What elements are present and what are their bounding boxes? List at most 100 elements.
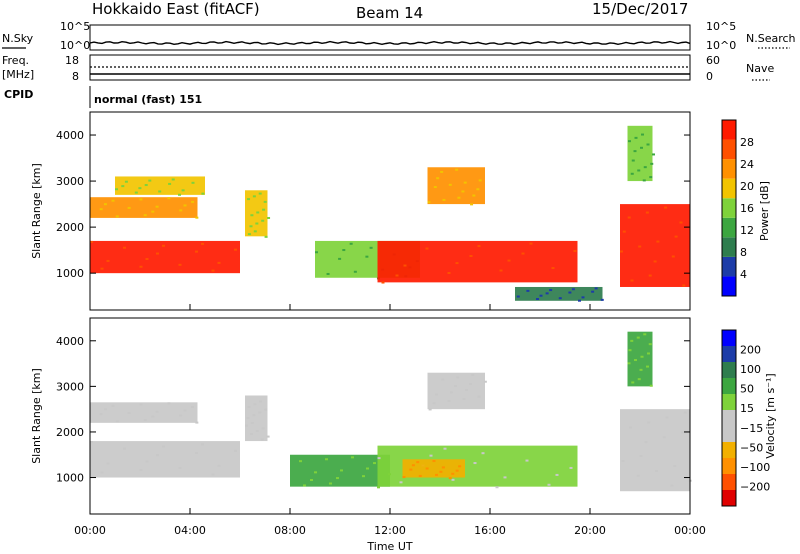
freq-tick-low: 8	[72, 70, 79, 83]
heatmap-speck	[167, 197, 171, 200]
heatmap-speck	[127, 206, 131, 209]
heatmap-speck	[646, 365, 649, 368]
colorbar-swatch	[722, 378, 736, 394]
heatmap-speck	[336, 477, 339, 480]
heatmap-speck	[649, 176, 653, 179]
heatmap-speck	[195, 421, 199, 424]
velocity-colorbar: −200 −100 −50 −15 15 50 100 200	[721, 329, 770, 507]
y-tick-label: 2000	[56, 426, 84, 439]
heatmap-speck	[249, 432, 253, 435]
heatmap-speck	[247, 198, 251, 201]
station-title: Hokkaido East (fitACF)	[92, 0, 260, 18]
heatmap-speck	[477, 395, 481, 398]
heatmap-speck	[148, 179, 152, 182]
heatmap-speck	[260, 438, 264, 441]
heatmap-speck	[326, 272, 330, 275]
nsky-tick-high: 10^5	[60, 20, 90, 33]
velocity-y-ticks: 1000 2000 3000 4000	[56, 335, 690, 485]
heatmap-speck	[529, 242, 533, 245]
heatmap-speck	[134, 191, 138, 194]
heatmap-speck	[139, 403, 143, 406]
heatmap-speck	[451, 478, 455, 481]
heatmap-speck	[468, 382, 472, 385]
heatmap-speck	[158, 190, 162, 193]
power-colorbar: 4 8 12 16 20 24 28	[721, 119, 754, 297]
x-tick-label: 16:00	[474, 524, 506, 537]
heatmap-speck	[472, 194, 476, 197]
heatmap-speck	[249, 225, 253, 228]
heatmap-speck	[217, 464, 221, 467]
heatmap-speck	[442, 198, 446, 201]
y-tick-label: 3000	[56, 175, 84, 188]
heatmap-speck	[329, 482, 332, 485]
heatmap-speck	[429, 454, 433, 457]
colorbar-tick-label: 50	[740, 383, 754, 396]
heatmap-speck	[622, 230, 626, 233]
colorbar-swatch	[722, 139, 736, 160]
x-tick-label: 12:00	[374, 524, 406, 537]
heatmap-speck	[578, 299, 581, 302]
heatmap-speck	[264, 235, 268, 238]
heatmap-speck	[645, 211, 649, 214]
heatmap-speck	[250, 421, 254, 424]
heatmap-speck	[310, 478, 313, 481]
heatmap-region-0-1	[90, 197, 198, 218]
colorbar-tick-label: −15	[740, 422, 763, 435]
heatmap-speck	[507, 259, 511, 262]
heatmap-speck	[217, 261, 221, 264]
heatmap-speck	[123, 447, 126, 450]
heatmap-speck	[115, 188, 118, 191]
heatmap-speck	[402, 476, 406, 479]
heatmap-speck	[191, 181, 195, 184]
heatmap-speck	[441, 378, 445, 381]
power-y-ticks: 1000 2000 3000 4000	[56, 129, 690, 280]
heatmap-region-0-6	[427, 167, 485, 205]
cpid-label: CPID	[4, 88, 33, 101]
heatmap-speck	[470, 203, 474, 206]
colorbar-tick-label: −100	[740, 461, 770, 474]
heatmap-speck	[403, 264, 407, 267]
heatmap-speck	[469, 255, 473, 258]
heatmap-speck	[640, 146, 643, 149]
heatmap-speck	[539, 294, 543, 297]
heatmap-speck	[443, 447, 447, 450]
colorbar-tick-label: 12	[740, 224, 754, 237]
colorbar-tick-label: 24	[740, 158, 754, 171]
colorbar-swatch	[722, 474, 736, 490]
heatmap-speck	[266, 435, 270, 438]
colorbar-tick-label: 20	[740, 180, 754, 193]
colorbar-swatch	[722, 178, 736, 199]
heatmap-speck	[637, 378, 641, 381]
heatmap-speck	[571, 288, 575, 291]
heatmap-region-0-8	[620, 204, 690, 287]
heatmap-speck	[473, 462, 477, 465]
heatmap-speck	[478, 179, 482, 182]
heatmap-speck	[648, 343, 652, 346]
colorbar-swatch	[722, 458, 736, 474]
colorbar-tick-label: 16	[740, 202, 754, 215]
heatmap-speck	[245, 424, 248, 427]
y-tick-label: 4000	[56, 129, 84, 142]
heatmap-speck	[458, 465, 462, 468]
y-tick-label: 4000	[56, 335, 84, 348]
x-tick-label: 08:00	[274, 524, 306, 537]
heatmap-speck	[653, 260, 657, 263]
heatmap-speck	[255, 222, 259, 225]
heatmap-speck	[631, 159, 635, 162]
heatmap-speck	[456, 376, 460, 379]
heatmap-speck	[455, 469, 459, 472]
heatmap-speck	[171, 178, 175, 181]
heatmap-speck	[179, 414, 183, 417]
colorbar-frame	[721, 329, 737, 507]
heatmap-speck	[526, 289, 530, 292]
heatmap-speck	[167, 402, 171, 405]
heatmap-speck	[428, 408, 432, 411]
heatmap-speck	[178, 263, 182, 266]
colorbar-swatch	[722, 159, 736, 179]
heatmap-speck	[637, 169, 641, 172]
heatmap-speck	[647, 421, 651, 424]
heatmap-speck	[551, 267, 555, 270]
heatmap-speck	[179, 209, 183, 212]
heatmap-speck	[144, 184, 148, 187]
heatmap-speck	[643, 333, 647, 336]
